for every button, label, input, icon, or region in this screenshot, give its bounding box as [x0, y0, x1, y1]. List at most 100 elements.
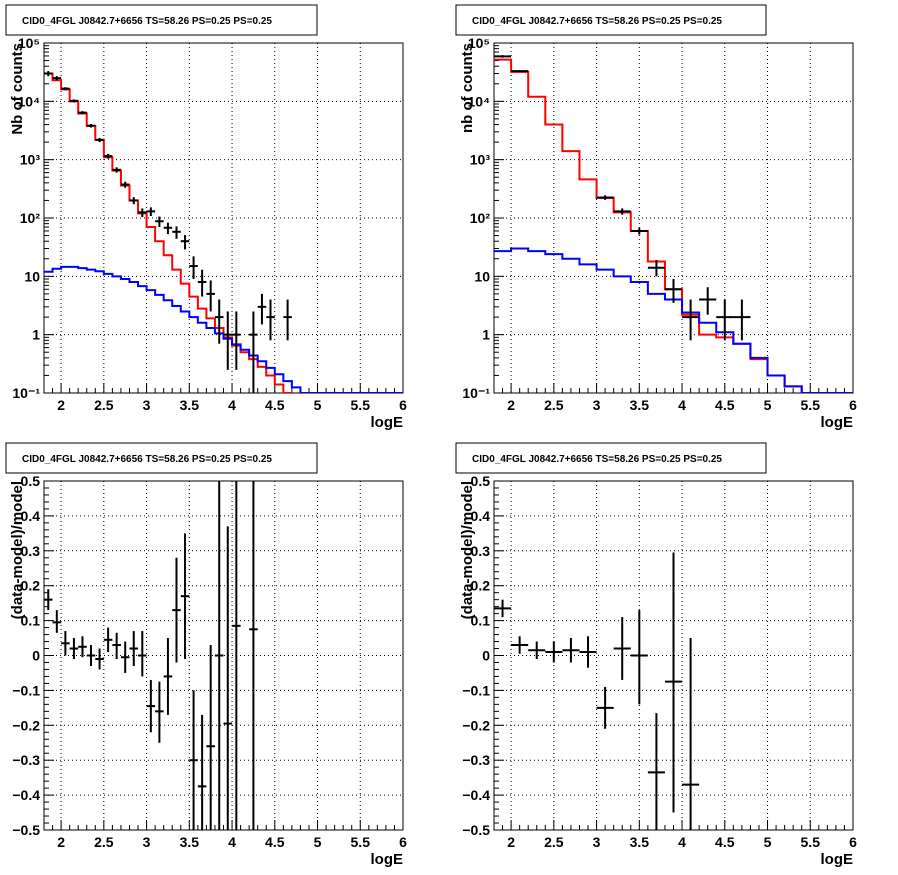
y-axis-title: nb of counts	[459, 43, 476, 133]
x-tick-label: 3	[593, 834, 601, 850]
residual-point	[214, 481, 224, 830]
y-tick-label: −0.3	[462, 752, 490, 768]
residual-point	[630, 610, 648, 705]
data-point	[44, 71, 53, 77]
residual-point	[232, 481, 241, 830]
x-tick-label: 5	[314, 834, 322, 850]
plot-area	[494, 55, 853, 393]
y-tick-label: 10³	[470, 152, 491, 168]
axis-ticks	[493, 480, 854, 831]
residual-point	[249, 481, 258, 830]
x-tick-label: 3.5	[630, 834, 650, 850]
residual-point	[180, 533, 190, 659]
data-point	[249, 311, 258, 393]
chart-panel-2: CID0_4FGL J0842.7+6656 TS=58.26 PS=0.25 …	[455, 4, 857, 431]
residual-point	[223, 526, 233, 830]
data-point	[613, 208, 631, 215]
y-tick-label: −0.5	[462, 822, 490, 838]
x-tick-label: 4.5	[265, 397, 285, 413]
data-point	[155, 216, 164, 228]
data-point	[596, 195, 614, 200]
axis-ticks	[43, 42, 404, 394]
x-tick-label: 5	[764, 397, 772, 413]
y-tick-label: 10³	[20, 152, 41, 168]
x-tick-label: 3.5	[630, 397, 650, 413]
residual-point	[61, 631, 70, 656]
data-point	[494, 55, 512, 58]
residual-point	[95, 648, 104, 670]
x-axis-title: logE	[371, 414, 404, 431]
y-tick-label: 0.1	[471, 613, 491, 629]
data-point	[283, 299, 292, 341]
x-tick-label: 6	[849, 834, 857, 850]
y-tick-label: 10⁵	[18, 35, 40, 51]
x-tick-label: 3	[143, 397, 151, 413]
y-tick-label: 10⁴	[18, 93, 41, 109]
data-point	[172, 226, 181, 239]
x-tick-label: 4	[678, 834, 686, 850]
series-total-line	[494, 58, 853, 393]
plot-frame	[493, 42, 854, 394]
y-tick-label: 1	[32, 327, 40, 343]
x-axis-title: logE	[821, 851, 854, 868]
residual-point	[579, 636, 597, 668]
chart-title-box: CID0_4FGL J0842.7+6656 TS=58.26 PS=0.25 …	[5, 4, 318, 36]
x-tick-label: 6	[399, 834, 407, 850]
y-tick-label: 10²	[470, 210, 491, 226]
residual-point	[163, 638, 173, 715]
x-tick-label: 3	[143, 834, 151, 850]
x-tick-label: 4.5	[715, 397, 735, 413]
residual-point	[146, 679, 156, 733]
y-tick-label: 10⁻¹	[12, 385, 40, 401]
chart-panel-1: CID0_4FGL J0842.7+6656 TS=58.26 PS=0.25 …	[5, 4, 407, 431]
data-point	[95, 137, 104, 143]
data-point	[189, 256, 198, 280]
y-tick-label: 0	[32, 648, 40, 664]
data-point	[197, 269, 207, 297]
data-point	[52, 76, 62, 81]
y-tick-label: 0.1	[21, 613, 41, 629]
series-background-line	[494, 247, 853, 393]
x-tick-label: 6	[849, 397, 857, 413]
residual-point	[511, 636, 529, 654]
data-point	[61, 87, 70, 91]
x-tick-label: 2.5	[544, 834, 564, 850]
y-tick-label: −0.4	[462, 787, 490, 803]
x-axis-title: logE	[821, 414, 854, 431]
x-tick-label: 2.5	[94, 834, 114, 850]
data-point	[266, 299, 275, 341]
x-tick-label: 2	[57, 397, 65, 413]
plot-area	[44, 481, 258, 830]
data-point	[716, 299, 734, 341]
residual-point	[613, 617, 631, 680]
data-point	[647, 260, 665, 277]
chart-title-box: CID0_4FGL J0842.7+6656 TS=58.26 PS=0.25 …	[5, 442, 318, 474]
y-axis-title: (data-model)/model	[9, 481, 26, 619]
residual-point	[120, 641, 130, 673]
axis-ticks	[493, 42, 854, 394]
data-point	[129, 197, 139, 205]
y-tick-label: 0.5	[471, 473, 491, 489]
residual-point	[172, 557, 181, 663]
chart-panel-3: CID0_4FGL J0842.7+6656 TS=58.26 PS=0.25 …	[5, 442, 407, 868]
data-point	[664, 279, 683, 303]
data-point	[138, 208, 147, 218]
x-tick-label: 4.5	[715, 834, 735, 850]
x-tick-label: 2	[57, 834, 65, 850]
y-tick-label: 0	[482, 648, 490, 664]
residual-point	[197, 714, 207, 830]
chart-panel-4: CID0_4FGL J0842.7+6656 TS=58.26 PS=0.25 …	[455, 442, 857, 868]
x-tick-label: 2	[507, 397, 515, 413]
data-point	[223, 311, 233, 370]
x-tick-label: 4	[678, 397, 686, 413]
x-tick-label: 5.5	[351, 834, 371, 850]
y-tick-label: 0.5	[21, 473, 41, 489]
residual-point	[562, 638, 580, 663]
plot-frame	[43, 42, 404, 394]
y-tick-label: −0.3	[12, 752, 40, 768]
x-axis-title: logE	[371, 851, 404, 868]
x-tick-label: 2.5	[94, 397, 114, 413]
chart-title: CID0_4FGL J0842.7+6656 TS=58.26 PS=0.25 …	[472, 454, 722, 465]
data-point	[206, 280, 215, 312]
y-tick-label: 0.3	[21, 543, 41, 559]
